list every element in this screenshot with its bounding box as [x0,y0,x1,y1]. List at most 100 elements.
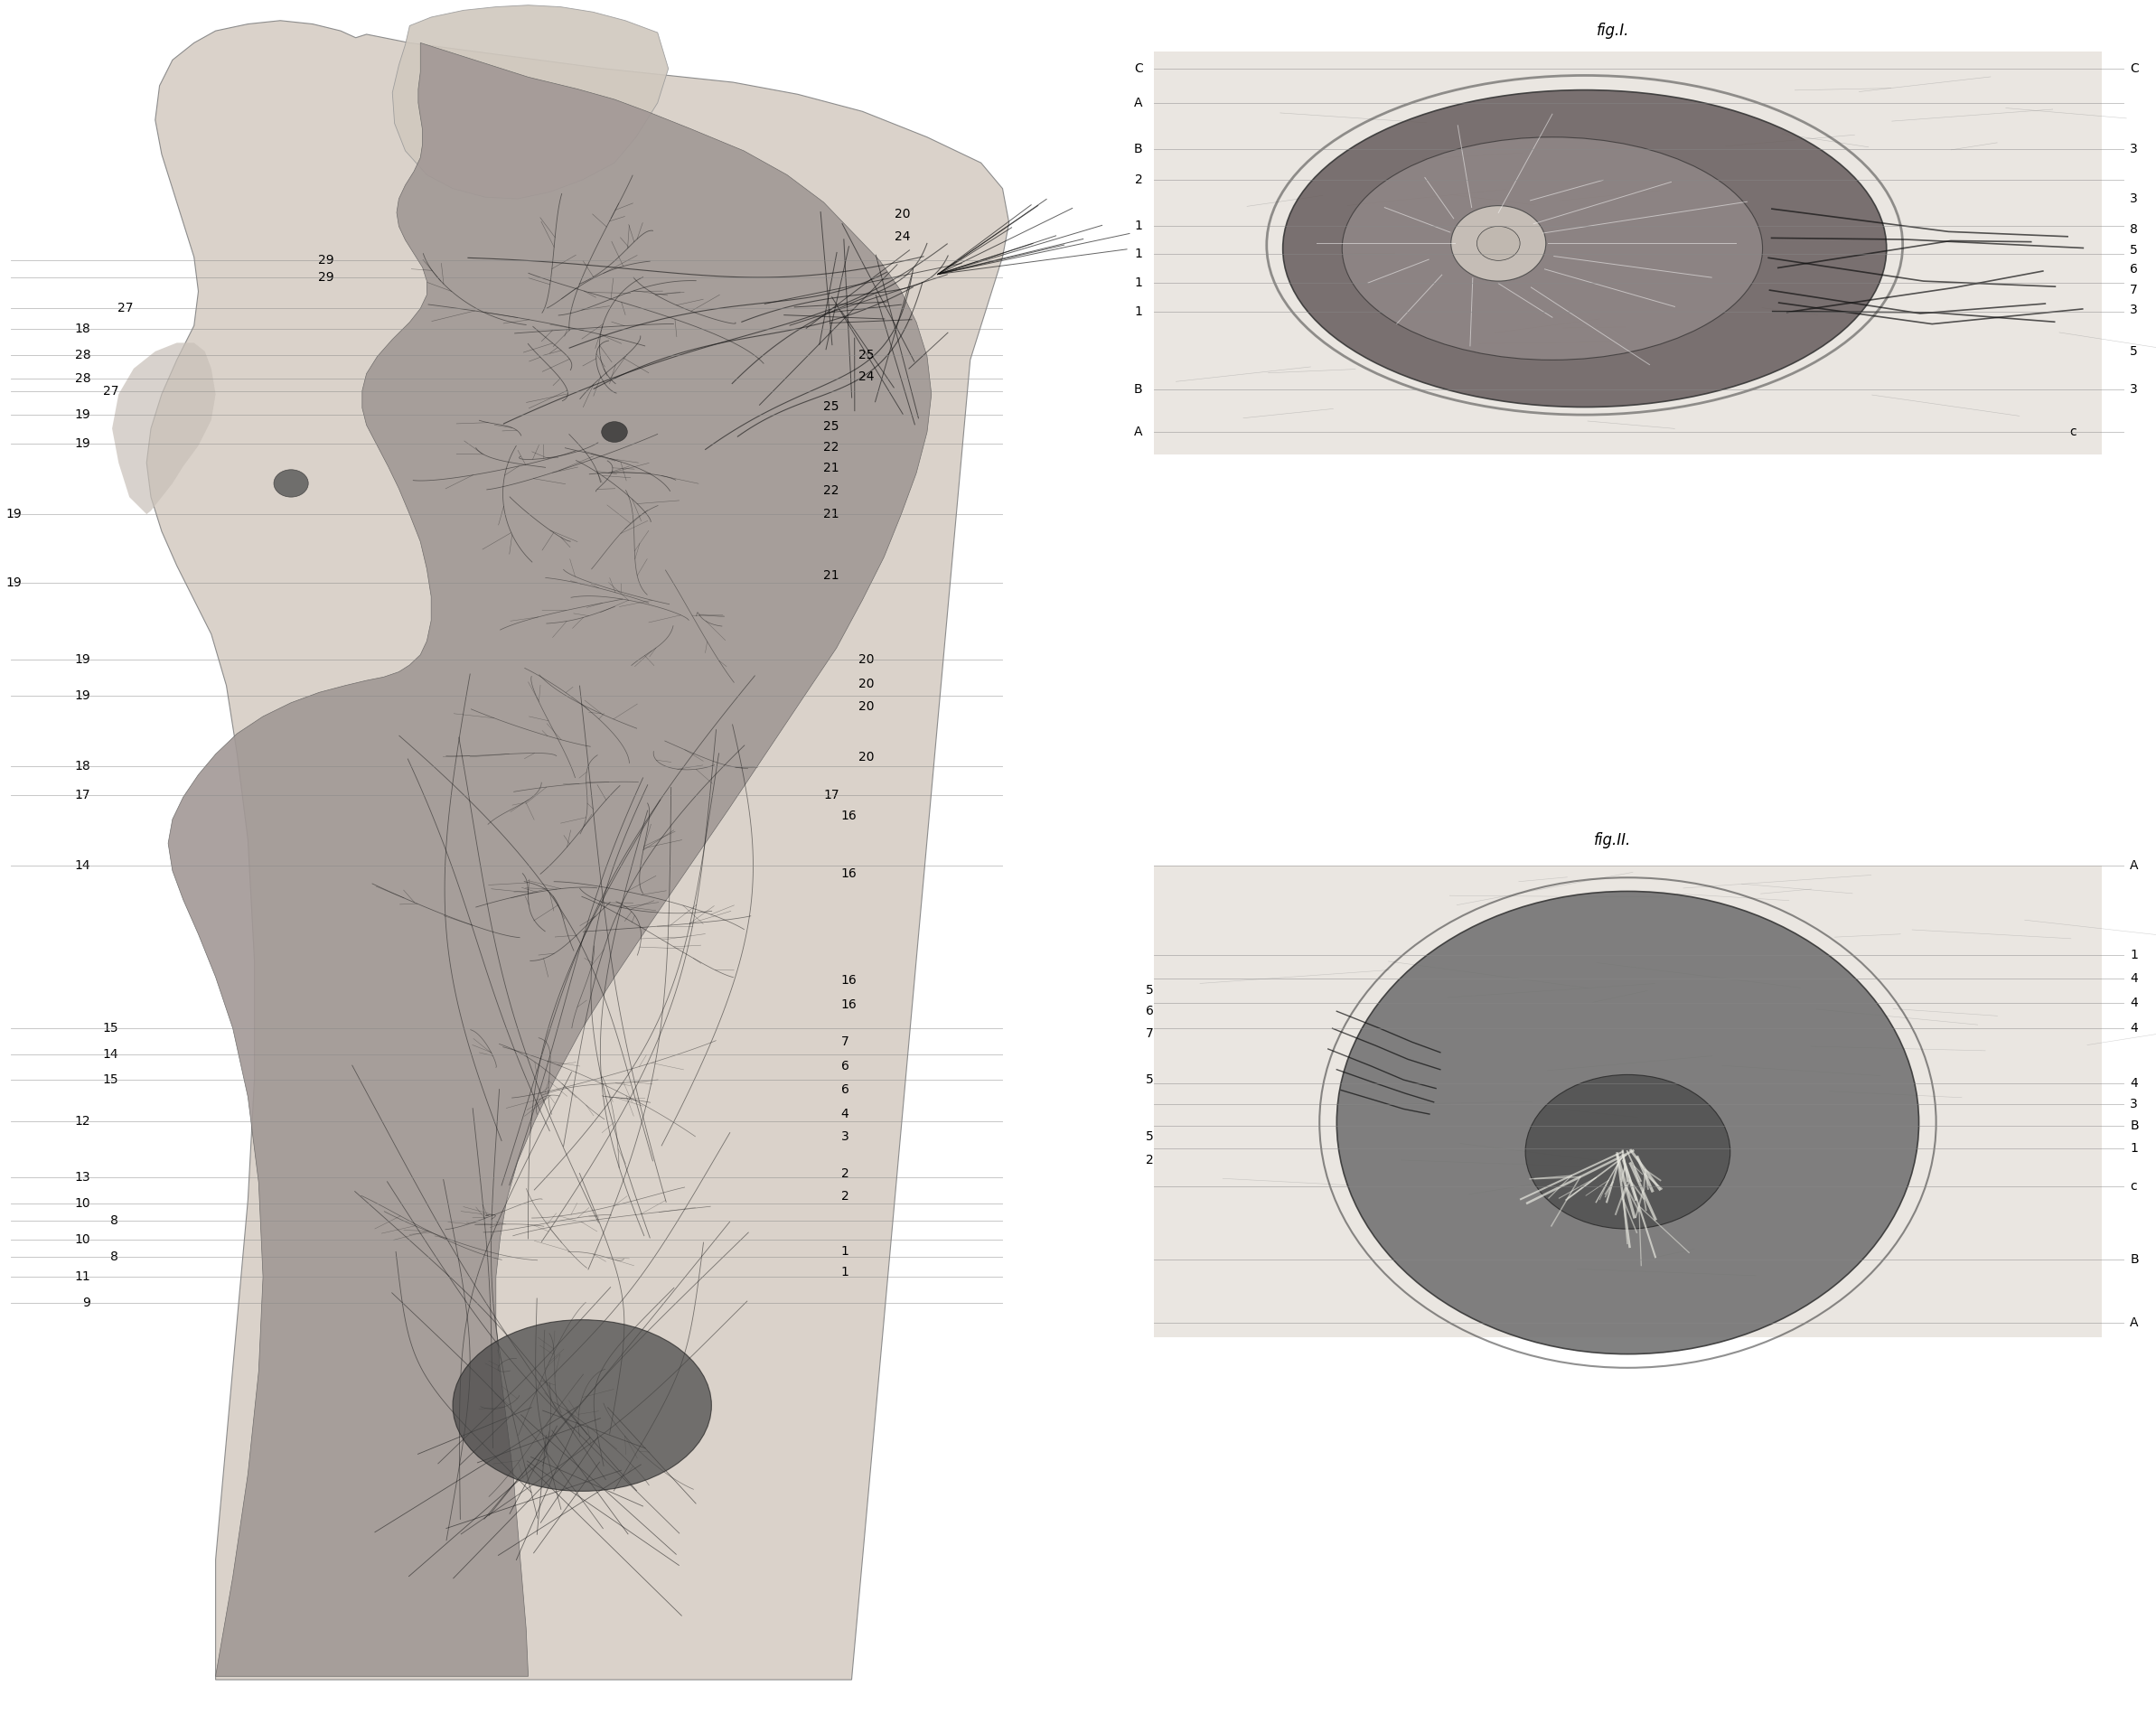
Text: 27: 27 [103,384,119,398]
Text: c: c [2130,1179,2137,1193]
Text: 11: 11 [75,1270,91,1284]
Text: 20: 20 [895,207,910,221]
Text: 7: 7 [841,1035,849,1049]
Text: 3: 3 [2130,303,2139,317]
Text: 20: 20 [858,653,873,667]
Text: 22: 22 [824,483,839,497]
Text: 3: 3 [841,1130,849,1143]
Text: 5: 5 [1145,1073,1153,1087]
Text: B: B [1134,142,1143,156]
Text: 28: 28 [75,372,91,386]
Text: 20: 20 [858,751,873,764]
Circle shape [1477,226,1520,261]
Text: 16: 16 [841,998,856,1011]
Ellipse shape [1341,137,1761,360]
Text: 24: 24 [895,230,910,243]
Text: 1: 1 [1134,305,1143,319]
Text: 24: 24 [858,370,873,384]
Text: 1: 1 [841,1244,849,1258]
Text: 5: 5 [1145,1130,1153,1143]
Text: 1: 1 [2130,1142,2139,1155]
Text: 5: 5 [2130,243,2139,257]
Text: A: A [2130,859,2139,872]
Text: 1: 1 [1134,276,1143,290]
Text: 1: 1 [2130,948,2139,962]
Text: 19: 19 [75,653,91,667]
Ellipse shape [1526,1075,1731,1229]
Text: 15: 15 [103,1022,119,1035]
Text: 4: 4 [841,1107,849,1121]
Text: 7: 7 [1145,1027,1153,1040]
Text: 8: 8 [110,1250,119,1263]
Text: B: B [1134,382,1143,396]
Text: 3: 3 [2130,142,2139,156]
Text: 20: 20 [858,677,873,691]
Text: 16: 16 [841,974,856,987]
Text: 7: 7 [2130,283,2139,297]
PathPatch shape [168,43,931,1676]
Text: A: A [2130,1316,2139,1330]
Text: 2: 2 [1145,1154,1153,1167]
Text: 8: 8 [110,1214,119,1227]
Text: 3: 3 [2130,1097,2139,1111]
Text: 6: 6 [2130,262,2139,276]
Text: 3: 3 [2130,382,2139,396]
Text: 25: 25 [858,348,873,362]
Ellipse shape [1283,89,1886,408]
Text: 20: 20 [858,699,873,713]
Text: B: B [2130,1119,2139,1133]
Text: C: C [2130,62,2139,75]
Text: A: A [1134,425,1143,439]
Text: 8: 8 [2130,223,2139,237]
Text: c: c [2070,425,2076,439]
Text: 17: 17 [75,788,91,802]
Text: C: C [1134,62,1143,75]
Text: 1: 1 [1134,247,1143,261]
Text: 10: 10 [75,1196,91,1210]
Text: 21: 21 [824,461,839,475]
Text: 4: 4 [2130,996,2139,1010]
Text: 6: 6 [841,1083,849,1097]
Circle shape [274,470,308,497]
Text: 2: 2 [1134,173,1143,187]
Text: 27: 27 [119,302,134,315]
Text: 16: 16 [841,867,856,881]
Ellipse shape [453,1320,711,1491]
Text: 1: 1 [841,1265,849,1279]
Text: 10: 10 [75,1232,91,1246]
PathPatch shape [168,43,931,1676]
Text: 17: 17 [824,788,839,802]
Text: 14: 14 [75,859,91,872]
Text: 5: 5 [1145,984,1153,998]
Text: 13: 13 [75,1171,91,1184]
Text: 19: 19 [75,437,91,451]
Text: 29: 29 [319,271,334,285]
Text: 19: 19 [6,576,22,590]
Text: B: B [2130,1253,2139,1267]
Text: 4: 4 [2130,1076,2139,1090]
Text: 6: 6 [1145,1004,1153,1018]
Text: 14: 14 [103,1047,119,1061]
FancyBboxPatch shape [1153,51,2102,454]
Text: 28: 28 [75,348,91,362]
PathPatch shape [392,5,668,199]
Text: 1: 1 [1134,219,1143,233]
Text: 19: 19 [75,689,91,703]
Text: 18: 18 [75,322,91,336]
Text: A: A [1134,96,1143,110]
Text: 5: 5 [2130,345,2139,358]
Text: 25: 25 [824,399,839,413]
Text: 25: 25 [824,420,839,434]
Text: 4: 4 [2130,1022,2139,1035]
Text: 29: 29 [319,254,334,267]
PathPatch shape [112,343,216,514]
Text: 4: 4 [2130,972,2139,986]
Text: 22: 22 [824,440,839,454]
Text: 12: 12 [75,1114,91,1128]
Text: 21: 21 [824,569,839,583]
FancyBboxPatch shape [1153,866,2102,1337]
Text: 16: 16 [841,809,856,823]
Text: 3: 3 [2130,192,2139,206]
Circle shape [1451,206,1546,281]
Text: 19: 19 [6,507,22,521]
